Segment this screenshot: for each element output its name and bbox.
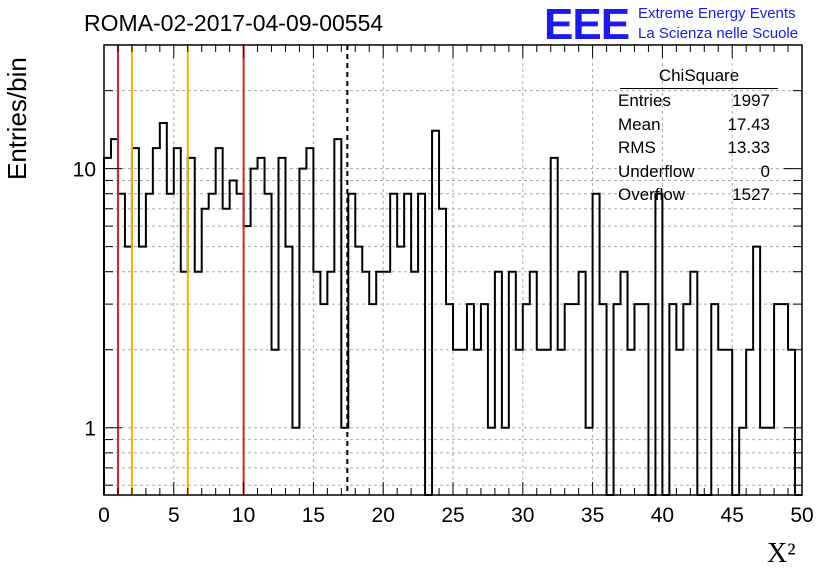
stats-label: Mean [618, 114, 661, 134]
stats-row-entries: Entries 1997 [612, 89, 778, 113]
x-tick-label: 45 [721, 504, 744, 527]
x-tick-label: 20 [372, 504, 395, 527]
stats-row-underflow: Underflow 0 [612, 160, 778, 184]
stats-row-mean: Mean 17.43 [612, 113, 778, 137]
stats-value: 0 [760, 161, 770, 181]
stats-label: Entries [618, 91, 671, 110]
x-tick-label: 0 [98, 504, 110, 527]
x-tick-label: 35 [581, 504, 604, 527]
stats-value: 1997 [732, 91, 770, 110]
stats-value: 1527 [732, 185, 770, 204]
x-tick-label: 40 [651, 504, 674, 527]
stats-value: 17.43 [727, 114, 770, 134]
y-tick-label: 10 [73, 159, 96, 182]
x-tick-label: 15 [302, 504, 325, 527]
histogram-series [103, 121, 802, 496]
stats-row-rms: RMS 13.33 [612, 136, 778, 160]
stats-value: 13.33 [727, 138, 770, 157]
x-tick-label: 25 [441, 504, 464, 527]
logo-text-line2: La Scienza nelle Scuole [638, 25, 799, 42]
eee-logo: EEE [544, 0, 630, 49]
stats-label: Overflow [618, 185, 686, 204]
x-tick-label: 50 [790, 504, 813, 527]
stats-box: ChiSquare Entries 1997 Mean 17.43 RMS 13… [612, 66, 778, 207]
y-axis-label: Entries/bin [2, 57, 32, 180]
stats-label: RMS [618, 138, 656, 157]
x-tick-label: 5 [168, 504, 180, 527]
logo-text-line1: Extreme Energy Events [638, 5, 796, 22]
stats-row-overflow: Overflow 1527 [612, 183, 778, 207]
y-tick-label: 1 [84, 418, 96, 441]
x-axis-label: X² [767, 538, 796, 569]
x-tick-label: 10 [232, 504, 255, 527]
stats-title: ChiSquare [620, 66, 778, 89]
run-title: ROMA-02-2017-04-09-00554 [84, 10, 384, 36]
x-tick-label: 30 [511, 504, 534, 527]
stats-label: Underflow [618, 161, 695, 181]
